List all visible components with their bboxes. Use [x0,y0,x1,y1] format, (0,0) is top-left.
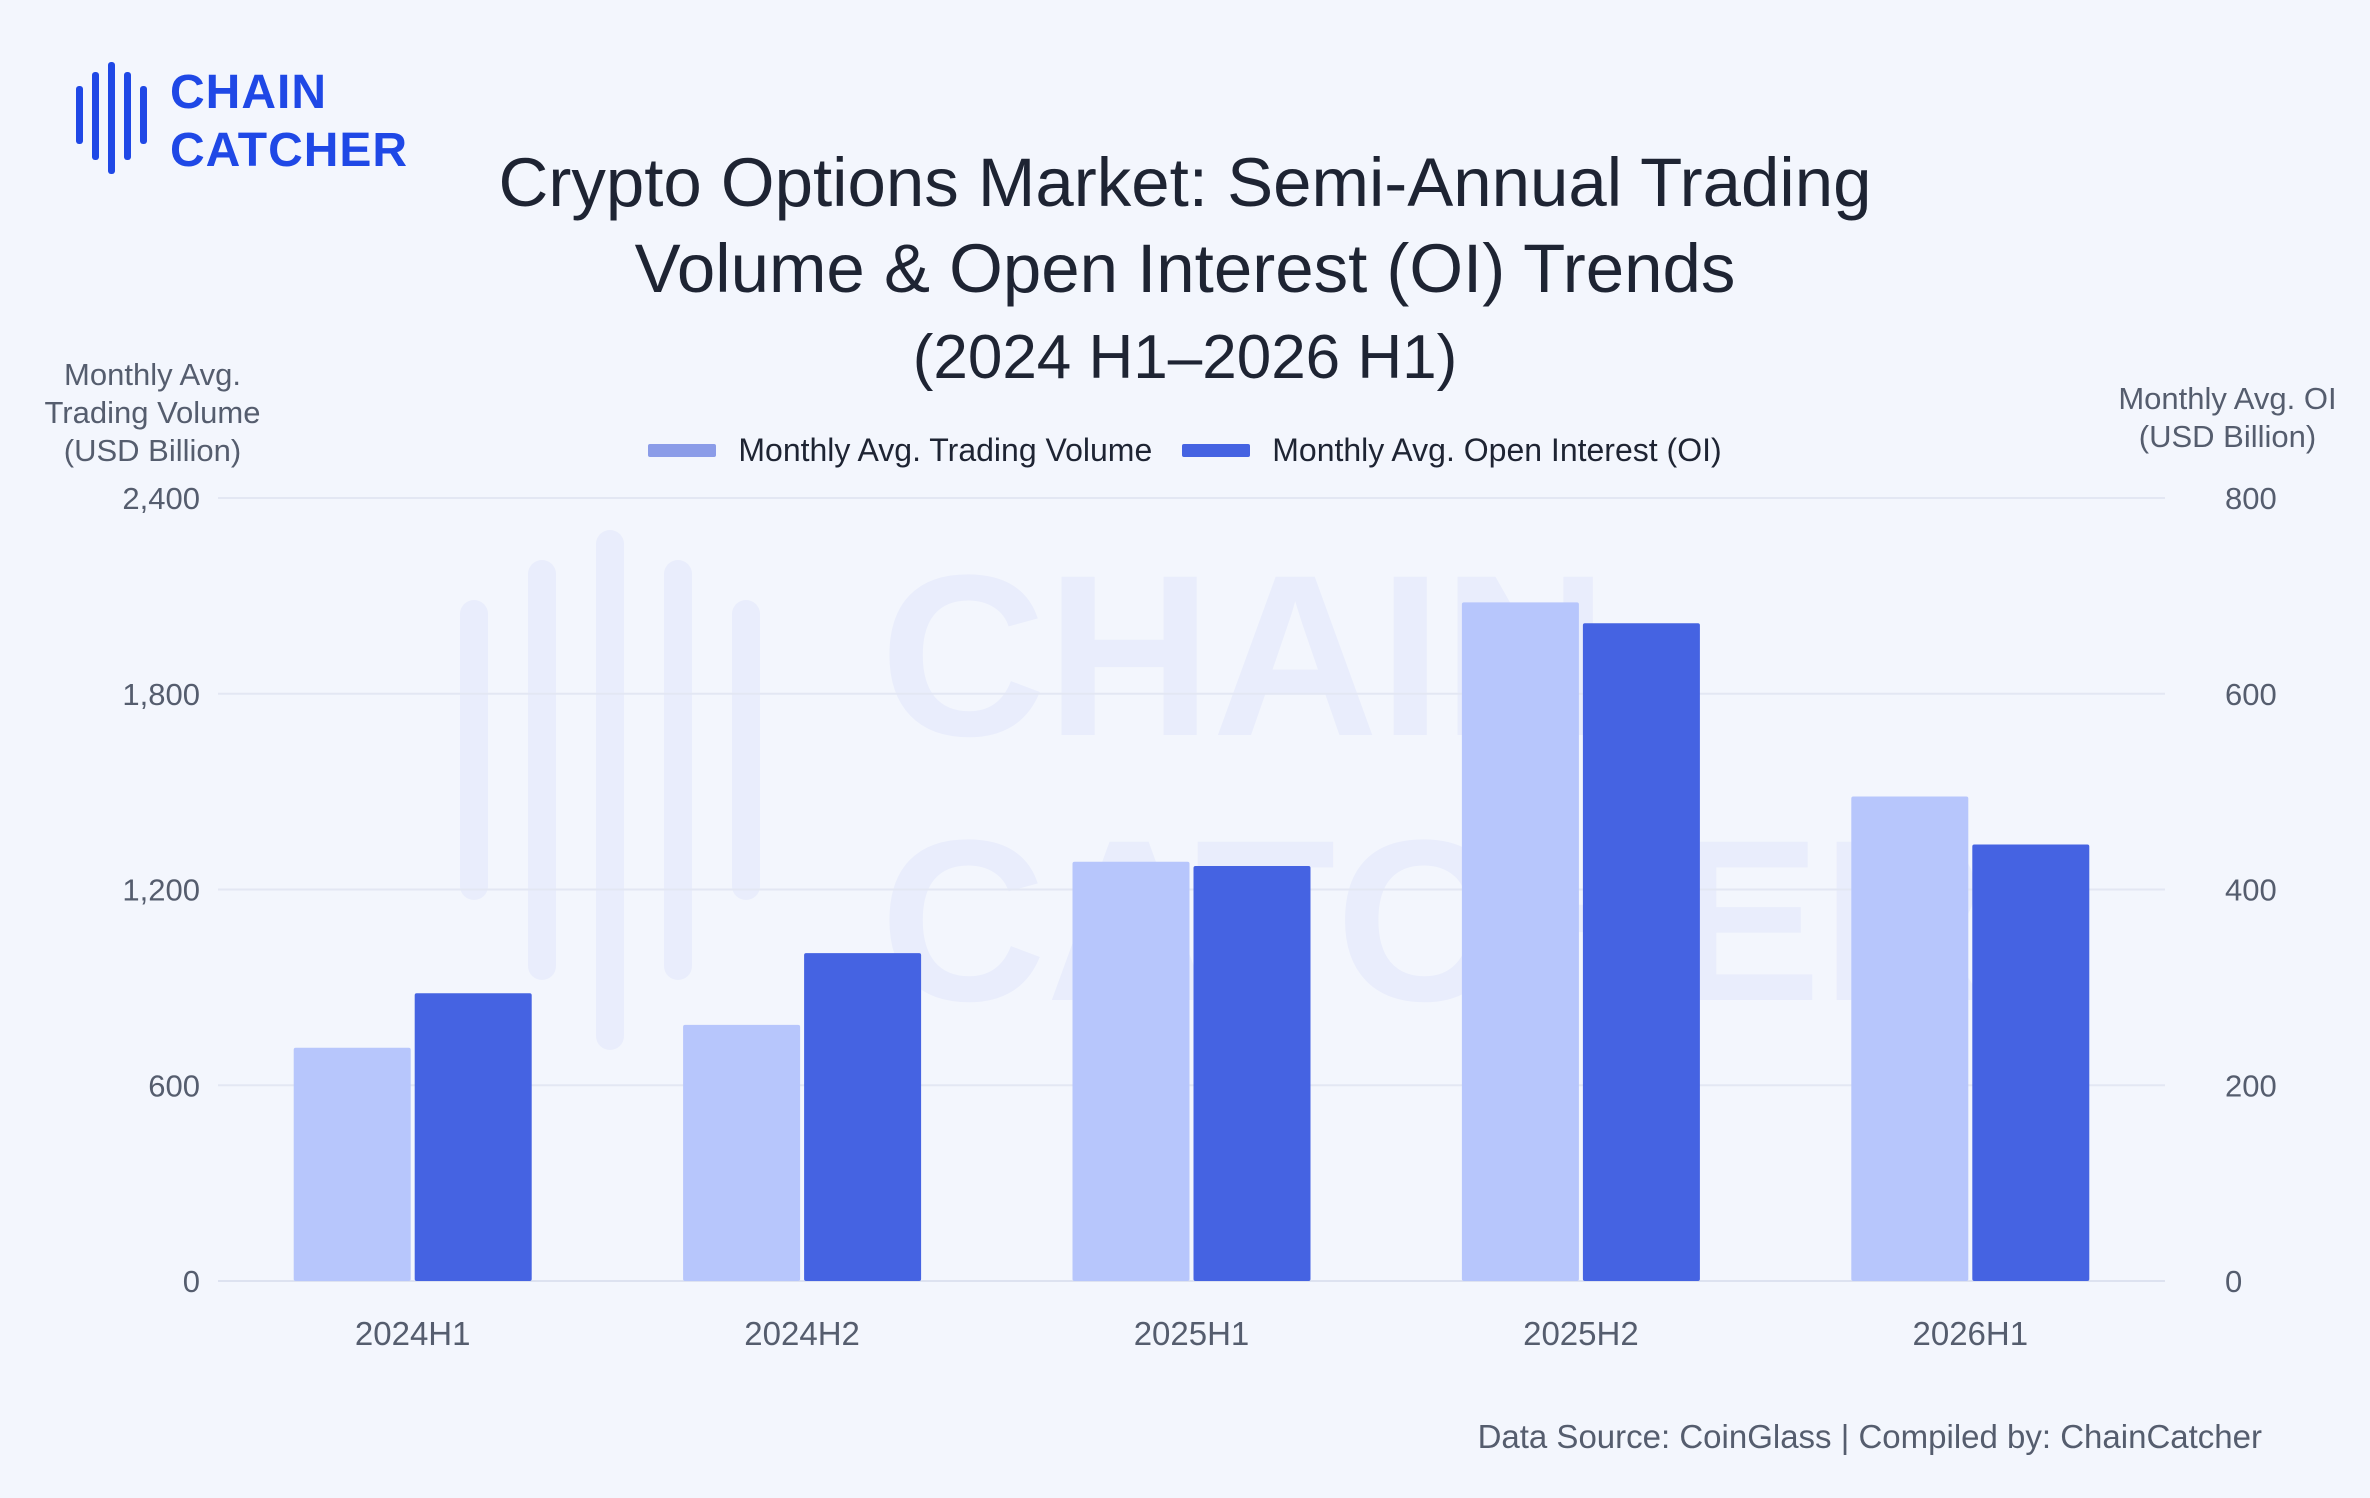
left-axis-tick-label: 1,200 [122,873,200,908]
x-axis-tick-label: 2024H1 [355,1315,471,1352]
legend-item-trading-volume: Monthly Avg. Trading Volume [648,432,1152,469]
bar-trading-volume [1072,861,1190,1281]
logo-text-line2: CATCHER [170,124,409,177]
right-axis-tick-label: 600 [2225,677,2277,712]
legend-label-trading-volume: Monthly Avg. Trading Volume [738,432,1153,468]
left-axis-tick-label: 0 [183,1264,200,1299]
right-axis-tick-label: 0 [2225,1264,2242,1299]
data-source-note: Data Source: CoinGlass | Compiled by: Ch… [1477,1418,2262,1455]
legend-label-open-interest: Monthly Avg. Open Interest (OI) [1272,432,1722,468]
chaincatcher-logo: CHAIN CATCHER [74,62,434,182]
chart-subtitle: (2024 H1–2026 H1) [912,323,1458,392]
legend-item-open-interest: Monthly Avg. Open Interest (OI) [1182,432,1722,469]
x-axis-tick-label: 2026H1 [1912,1315,2028,1352]
legend-swatch-trading-volume [648,444,717,457]
right-axis-tick-label: 200 [2225,1068,2277,1103]
left-axis-title: Monthly Avg. Trading Volume (USD Billion… [44,357,261,468]
left-axis-tick-label: 600 [148,1068,200,1103]
legend-swatch-open-interest [1182,444,1251,457]
bar-trading-volume [683,1024,801,1281]
legend: Monthly Avg. Trading Volume Monthly Avg.… [0,432,2370,469]
logo-text: CHAIN CATCHER [170,64,408,180]
bar-open-interest [1582,623,1700,1281]
watermark-line2: CATCHER [880,792,1987,1049]
x-axis-tick-label: 2025H2 [1523,1315,1639,1352]
bar-trading-volume [1461,602,1579,1281]
bars [293,602,2090,1281]
bar-open-interest [414,993,532,1281]
left-axis-tick-label: 2,400 [122,481,200,516]
x-axis-tick-label: 2025H1 [1134,1315,1250,1352]
left-axis-tick-label: 1,800 [122,677,200,712]
right-axis-title: Monthly Avg. OI (USD Billion) [2118,381,2337,454]
axis-ticks: 0 0 600 200 1,200 400 1,800 600 2,400 800 2024H1 20… [122,481,2276,1352]
bar-open-interest [804,953,922,1281]
logo-mark-icon [76,62,147,174]
bar-trading-volume [1851,796,1969,1281]
right-axis-tick-label: 400 [2225,873,2277,908]
x-axis-tick-label: 2024H2 [744,1315,860,1352]
logo-text-line1: CHAIN [170,66,327,119]
grid [218,497,2165,1282]
bar-trading-volume [293,1047,411,1281]
chart-title: Crypto Options Market: Semi-Annual Tradi… [498,144,1872,307]
bar-open-interest [1972,844,2090,1281]
right-axis-tick-label: 800 [2225,481,2277,516]
bar-open-interest [1193,866,1311,1281]
